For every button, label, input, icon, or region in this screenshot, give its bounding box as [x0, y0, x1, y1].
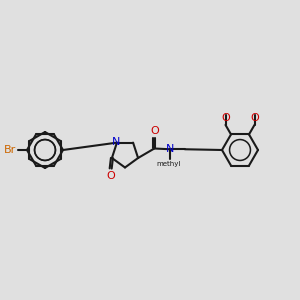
Text: methyl: methyl — [156, 161, 181, 167]
Text: N: N — [166, 144, 174, 154]
Text: O: O — [221, 113, 230, 123]
Text: O: O — [250, 113, 259, 123]
Text: Br: Br — [4, 145, 16, 155]
Text: O: O — [150, 126, 159, 136]
Text: O: O — [106, 171, 115, 181]
Text: N: N — [112, 136, 120, 147]
